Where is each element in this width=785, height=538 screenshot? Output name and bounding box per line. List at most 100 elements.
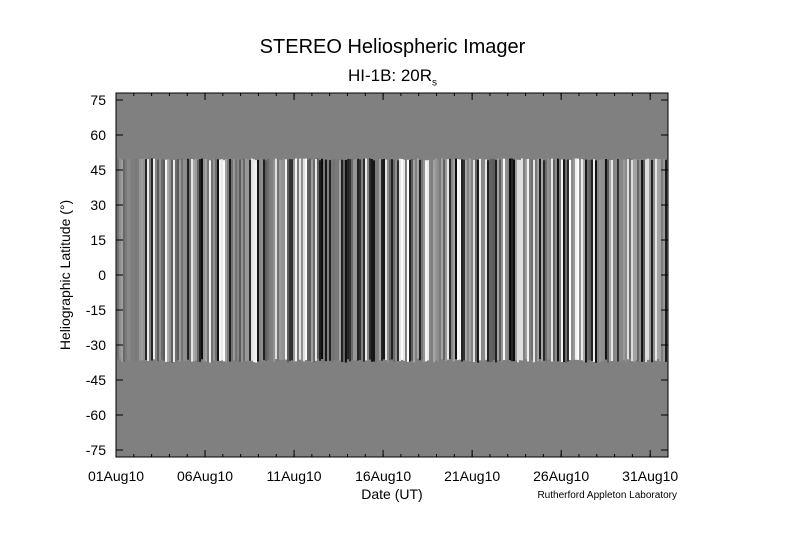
x-tick-label: 21Aug10: [444, 468, 500, 484]
stripe: [287, 159, 289, 363]
y-tick-label: -60: [86, 407, 106, 423]
stripe: [121, 159, 123, 362]
stripe: [569, 159, 571, 360]
stripe: [513, 159, 515, 362]
stripe: [303, 158, 305, 362]
stripe: [457, 159, 459, 361]
stripe: [313, 159, 315, 363]
stripe: [197, 160, 199, 363]
stripe: [637, 160, 639, 362]
stripe: [481, 158, 483, 361]
stripe: [117, 159, 119, 360]
stripe: [199, 159, 201, 362]
stripe: [391, 159, 393, 360]
stripe: [123, 159, 125, 362]
y-tick-label: 60: [90, 127, 106, 143]
stripe: [327, 159, 329, 362]
stripe: [641, 160, 643, 362]
stripe: [351, 159, 353, 360]
stripe: [285, 159, 287, 360]
stripe: [375, 160, 377, 363]
stripe: [477, 159, 479, 363]
stripe: [543, 160, 545, 361]
stripe: [335, 159, 337, 361]
stripe: [525, 159, 527, 360]
stripe: [185, 160, 187, 362]
stripe: [357, 158, 359, 361]
stripe: [585, 159, 587, 363]
stripe: [645, 159, 647, 363]
stripe: [297, 160, 299, 362]
stripe: [325, 159, 327, 362]
stripe: [437, 159, 439, 362]
y-axis: 75 60 45 30 15 0 -15 -30 -45 -60 -75: [86, 92, 668, 458]
stripe: [343, 160, 345, 363]
stripe: [333, 159, 335, 360]
stripe: [459, 159, 461, 360]
stripe: [337, 159, 339, 360]
stripe: [475, 159, 477, 362]
stripe: [359, 159, 361, 360]
stripe: [575, 158, 577, 360]
stripe: [259, 158, 261, 360]
stripe: [621, 159, 623, 362]
stripe: [263, 159, 265, 361]
stripe: [583, 159, 585, 362]
stripe: [329, 160, 331, 361]
stripe: [291, 159, 293, 361]
stripe: [319, 160, 321, 361]
stripe: [599, 159, 601, 363]
stripe: [553, 159, 555, 361]
stripe: [209, 160, 211, 363]
stripe: [449, 158, 451, 360]
x-axis-label: Date (UT): [361, 486, 422, 502]
stripe: [433, 160, 435, 363]
stripe: [399, 158, 401, 362]
stripe: [601, 159, 603, 361]
stripe: [561, 159, 563, 362]
stripe: [129, 159, 131, 362]
stripe: [175, 159, 177, 362]
stripe: [213, 159, 215, 361]
stripe: [191, 158, 193, 362]
stripe: [607, 159, 609, 363]
stripe: [453, 159, 455, 362]
stripe: [537, 158, 539, 362]
stripe: [653, 158, 655, 361]
stripe: [419, 159, 421, 361]
stripe: [133, 159, 135, 360]
stripe: [633, 159, 635, 362]
stripe: [231, 160, 233, 362]
subtitle-main: HI-1B: 20R: [347, 66, 433, 85]
stripe: [379, 158, 381, 361]
stripe: [531, 159, 533, 360]
stripe: [495, 159, 497, 363]
stripe: [139, 158, 141, 361]
stripe: [163, 159, 165, 361]
y-tick-label: -15: [86, 302, 106, 318]
stripe: [603, 159, 605, 361]
stripe: [411, 158, 413, 361]
stripe: [473, 159, 475, 363]
stripe: [479, 158, 481, 361]
stripe: [597, 159, 599, 361]
stripe: [371, 159, 373, 362]
stripe: [135, 158, 137, 361]
stripe: [255, 160, 257, 363]
stripe: [511, 158, 513, 362]
stripe: [149, 158, 151, 361]
stripe: [523, 158, 525, 361]
stripe: [647, 158, 649, 360]
stripe: [497, 158, 499, 361]
stripe: [631, 160, 633, 362]
stripe: [639, 158, 641, 362]
stripe: [435, 158, 437, 361]
stripe: [195, 158, 197, 361]
stripe: [499, 159, 501, 361]
stripe: [227, 160, 229, 361]
stripe: [267, 158, 269, 360]
x-tick-label: 31Aug10: [622, 468, 678, 484]
stripe: [539, 158, 541, 360]
stripe: [279, 159, 281, 360]
stripe: [377, 159, 379, 362]
